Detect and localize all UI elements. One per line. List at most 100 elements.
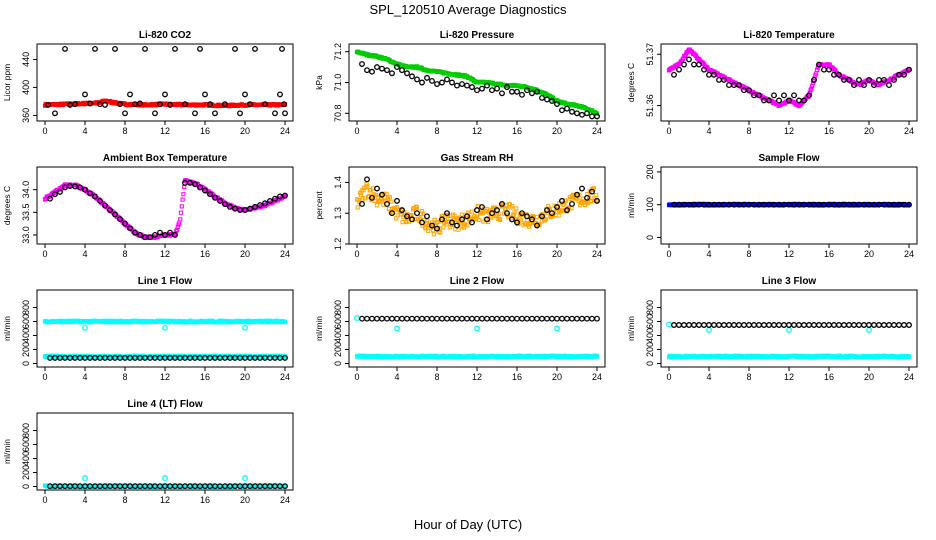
x-tick-label: 16	[512, 126, 522, 136]
data-point	[594, 113, 600, 120]
data-point	[791, 322, 797, 328]
x-tick-label: 8	[746, 249, 751, 259]
data-point	[281, 101, 287, 108]
data-point	[409, 73, 415, 80]
y-tick-label: 800	[21, 300, 31, 315]
x-tick-label: 4	[394, 372, 399, 382]
data-point	[801, 97, 807, 104]
data-point	[374, 203, 380, 208]
data-point	[499, 90, 505, 97]
data-point	[137, 231, 143, 238]
x-tick-label: 24	[592, 372, 602, 382]
data-point	[137, 100, 143, 107]
data-point	[242, 324, 248, 331]
data-point	[394, 197, 400, 204]
y-tick-label: 400	[645, 328, 655, 343]
data-point	[361, 188, 366, 193]
x-tick-label: 24	[592, 249, 602, 259]
data-point	[594, 193, 599, 198]
x-tick-label: 0	[42, 372, 47, 382]
data-point	[52, 110, 58, 117]
data-point	[886, 322, 892, 328]
data-point	[504, 315, 510, 322]
x-tick-label: 8	[122, 126, 127, 136]
y-axis-label: ml/min	[2, 316, 12, 341]
data-point	[414, 205, 420, 210]
y-tick-label: 71.2	[333, 43, 343, 61]
data-point	[514, 315, 520, 322]
data-point	[861, 322, 867, 328]
data-point	[421, 211, 426, 216]
data-point	[484, 315, 490, 322]
data-point	[564, 315, 570, 322]
y-axis-label: ml/min	[626, 193, 636, 218]
data-point	[564, 105, 570, 112]
data-point	[589, 188, 595, 195]
data-point	[464, 213, 470, 220]
data-point	[696, 322, 702, 328]
y-axis-label: degrees C	[2, 186, 12, 225]
x-tick-label: 20	[864, 249, 874, 259]
data-point	[696, 61, 702, 68]
panel-title: Line 1 Flow	[138, 276, 193, 287]
y-tick-label: 600	[333, 314, 343, 329]
data-point	[157, 101, 163, 108]
x-tick-label: 16	[824, 249, 834, 259]
data-point	[207, 191, 213, 198]
panel-title: Line 4 (LT) Flow	[127, 399, 203, 410]
series-1	[671, 56, 912, 104]
data-point	[217, 198, 223, 204]
data-point	[441, 225, 446, 230]
data-point	[781, 322, 787, 328]
data-point	[387, 195, 392, 200]
data-point	[691, 61, 697, 68]
data-point	[549, 210, 555, 217]
data-point	[681, 322, 687, 328]
data-point	[369, 68, 375, 75]
x-tick-label: 4	[82, 372, 87, 382]
data-point	[434, 225, 440, 232]
y-tick-label: 1.3	[333, 207, 343, 220]
x-tick-label: 20	[240, 372, 250, 382]
data-point	[282, 110, 288, 117]
x-tick-label: 8	[434, 372, 439, 382]
data-point	[736, 82, 742, 89]
data-point	[454, 222, 460, 229]
panel-9: Line 4 (LT) Flow ml/min 0 4 8 12 16 20 24 0 200400…	[2, 399, 294, 505]
data-point	[846, 322, 852, 328]
x-tick-label: 24	[280, 495, 290, 505]
data-point	[72, 101, 78, 108]
data-point	[419, 79, 425, 86]
data-point	[901, 322, 907, 328]
series-1	[42, 353, 288, 360]
x-tick-label: 24	[904, 249, 914, 259]
data-point	[389, 70, 395, 77]
data-point	[519, 315, 525, 322]
data-point	[836, 322, 842, 328]
y-tick-label: 0	[333, 361, 343, 366]
data-point	[117, 216, 123, 223]
data-point	[409, 315, 415, 322]
panel-6: Line 1 Flow ml/min 0 4 8 12 16 20 24 0 20040060080…	[2, 276, 294, 382]
data-point	[519, 210, 525, 217]
x-tick-label: 16	[824, 372, 834, 382]
x-tick-label: 4	[706, 372, 711, 382]
data-point	[861, 82, 867, 89]
data-point	[107, 207, 113, 213]
y-tick-label: 34.0	[21, 181, 31, 199]
data-point	[364, 67, 370, 74]
data-point	[811, 76, 817, 83]
data-point	[456, 227, 461, 232]
data-point	[809, 86, 814, 91]
data-point	[364, 181, 369, 187]
data-point	[379, 315, 385, 322]
data-point	[152, 231, 158, 238]
data-point	[574, 315, 580, 322]
series-0	[666, 353, 912, 360]
data-point	[584, 110, 590, 117]
data-point	[716, 76, 722, 83]
data-point	[579, 200, 584, 205]
y-tick-label: 600	[21, 314, 31, 329]
x-tick-label: 12	[160, 249, 170, 259]
data-point	[82, 91, 88, 98]
